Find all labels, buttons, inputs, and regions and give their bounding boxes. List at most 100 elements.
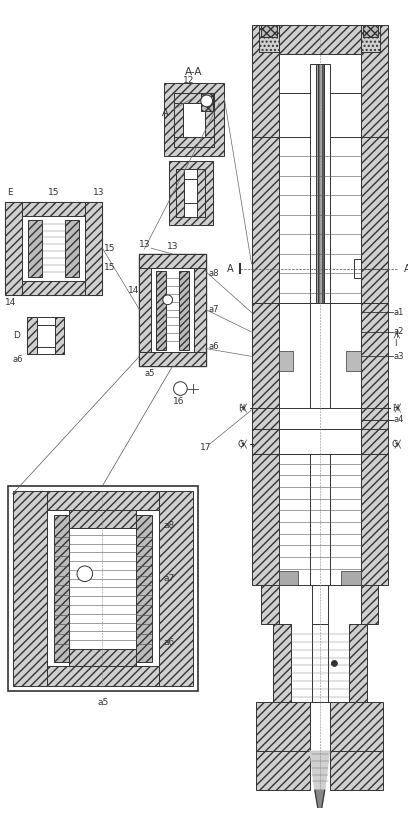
Text: a4: a4 — [394, 416, 404, 425]
Circle shape — [77, 566, 93, 582]
Bar — [27, 317, 64, 354]
Bar — [361, 25, 380, 52]
Bar — [65, 220, 79, 277]
Bar — [279, 429, 361, 454]
Bar — [140, 267, 151, 353]
Bar — [252, 408, 279, 429]
Text: a7: a7 — [208, 305, 219, 314]
Text: 17: 17 — [200, 443, 211, 452]
Circle shape — [173, 382, 187, 395]
Bar — [151, 267, 194, 353]
Text: 14: 14 — [128, 285, 139, 294]
Bar — [140, 353, 206, 366]
Text: G: G — [238, 439, 244, 448]
Bar — [252, 454, 279, 586]
Circle shape — [331, 660, 337, 667]
Bar — [341, 571, 361, 586]
Text: 13: 13 — [167, 241, 178, 250]
Bar — [310, 64, 330, 303]
Bar — [5, 202, 22, 295]
Bar — [85, 202, 102, 295]
Bar — [310, 703, 330, 751]
Bar — [184, 179, 197, 204]
Bar — [261, 25, 277, 37]
Bar — [197, 169, 205, 217]
Bar — [330, 703, 383, 751]
Bar — [361, 25, 380, 52]
Bar — [361, 429, 388, 454]
Bar — [5, 202, 102, 295]
Text: H: H — [392, 403, 398, 412]
Bar — [279, 54, 361, 93]
Text: A-A: A-A — [185, 67, 203, 77]
Bar — [279, 137, 361, 303]
Bar — [259, 25, 279, 52]
Text: a8: a8 — [208, 269, 219, 278]
Text: 15: 15 — [104, 263, 116, 272]
Bar — [252, 137, 279, 303]
Bar — [361, 454, 388, 586]
Bar — [28, 220, 42, 277]
Bar — [173, 93, 215, 103]
Text: a6: a6 — [164, 637, 175, 646]
Text: I: I — [394, 339, 397, 348]
Bar — [140, 254, 206, 267]
Text: 15: 15 — [104, 244, 116, 253]
Bar — [22, 216, 85, 281]
Bar — [310, 454, 330, 586]
Bar — [252, 25, 279, 137]
Bar — [201, 93, 213, 110]
Text: A: A — [404, 263, 408, 273]
Bar — [47, 667, 159, 685]
Bar — [22, 202, 85, 216]
Bar — [259, 25, 279, 52]
Bar — [261, 586, 279, 624]
Bar — [173, 137, 215, 146]
Text: a5: a5 — [98, 698, 109, 707]
Bar — [137, 515, 152, 662]
Text: 12: 12 — [184, 76, 195, 85]
Text: a3: a3 — [394, 352, 404, 361]
Text: 16: 16 — [173, 397, 184, 406]
Bar — [164, 83, 224, 156]
Text: a2: a2 — [394, 327, 404, 336]
Text: a5: a5 — [144, 370, 155, 379]
Bar — [330, 751, 383, 790]
Bar — [252, 303, 279, 410]
Bar — [8, 486, 198, 690]
Bar — [361, 408, 388, 429]
Bar — [183, 103, 205, 137]
Bar — [53, 515, 69, 662]
Bar — [256, 751, 310, 790]
Bar — [354, 258, 361, 278]
Bar — [180, 271, 189, 349]
Bar — [279, 571, 298, 586]
Bar — [361, 137, 388, 303]
Bar — [47, 510, 159, 667]
Text: 13: 13 — [140, 240, 151, 249]
Text: E: E — [7, 188, 13, 197]
Bar — [173, 93, 215, 146]
Text: A: A — [162, 108, 169, 118]
Bar — [312, 624, 328, 703]
Bar — [279, 408, 361, 429]
Bar — [316, 64, 324, 303]
Bar — [361, 303, 388, 410]
Bar — [159, 491, 193, 685]
Text: H: H — [238, 403, 244, 412]
Bar — [22, 281, 85, 295]
Text: 14: 14 — [5, 299, 16, 308]
Polygon shape — [315, 790, 325, 807]
Text: 15: 15 — [48, 188, 60, 197]
Bar — [312, 586, 328, 624]
Text: a8: a8 — [164, 520, 175, 529]
Bar — [27, 317, 37, 354]
Text: a6: a6 — [13, 355, 23, 364]
Bar — [361, 586, 378, 624]
Text: a7: a7 — [164, 574, 175, 583]
Bar — [256, 703, 310, 751]
Text: A: A — [227, 263, 233, 273]
Circle shape — [163, 295, 173, 304]
Text: a1: a1 — [394, 308, 404, 317]
Polygon shape — [310, 751, 330, 790]
